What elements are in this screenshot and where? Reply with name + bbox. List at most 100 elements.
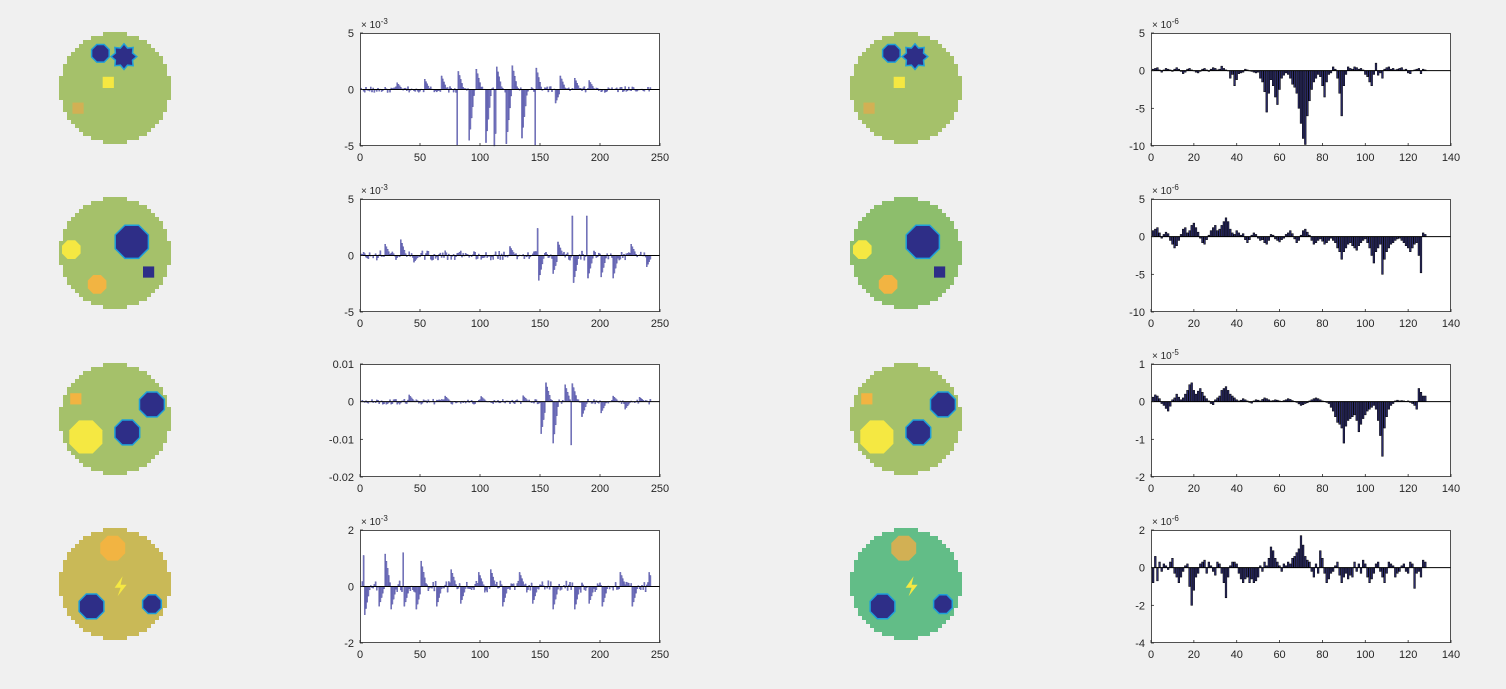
bar — [362, 555, 365, 587]
bar — [626, 582, 629, 587]
phantom-background — [59, 197, 171, 309]
bar — [554, 401, 557, 426]
bar — [574, 586, 576, 610]
bar — [1357, 401, 1360, 433]
bar-chart-4: 0 50 100 150 200 250 2 0 -2 × 10-3 — [344, 514, 669, 661]
bar — [1267, 236, 1270, 241]
bar — [568, 395, 570, 402]
bar — [1336, 236, 1339, 249]
bar — [1231, 395, 1234, 402]
bar — [1203, 236, 1206, 245]
bar — [1304, 228, 1307, 237]
bar — [1182, 397, 1185, 402]
bar — [403, 249, 406, 256]
bar — [1278, 236, 1281, 243]
bar — [430, 255, 432, 260]
bar — [450, 255, 452, 260]
y-tick-label: 2 — [1139, 525, 1145, 537]
bar — [1394, 236, 1397, 241]
bar — [534, 251, 536, 256]
bar — [648, 572, 650, 587]
bar — [649, 575, 652, 587]
bar — [1242, 567, 1245, 583]
bar — [1239, 567, 1243, 580]
x-tick-label: 150 — [531, 483, 549, 495]
y-tick-label: -0.02 — [329, 472, 354, 484]
bar — [419, 586, 421, 595]
x-tick-label: 0 — [1148, 318, 1154, 330]
bar — [1289, 70, 1292, 79]
bar — [469, 89, 472, 130]
bar — [582, 401, 584, 414]
bar-chart-3: 0 50 100 150 200 250 0.01 0 -0.01 -0.02 — [329, 359, 669, 495]
bar — [1308, 70, 1311, 102]
bar — [1156, 567, 1159, 582]
x-tick-label: 140 — [1442, 318, 1460, 330]
bar — [1332, 401, 1335, 412]
bar — [1387, 236, 1390, 249]
bar — [480, 396, 482, 402]
bar — [1392, 236, 1395, 243]
bar — [458, 75, 461, 90]
bar — [1368, 70, 1371, 83]
bar — [1158, 232, 1161, 237]
bar — [1314, 236, 1318, 243]
bar — [365, 586, 367, 609]
bar — [624, 255, 626, 261]
bar — [499, 81, 502, 90]
bar — [1276, 70, 1279, 105]
bar — [588, 80, 590, 90]
bar — [1338, 401, 1341, 425]
bar — [421, 566, 424, 587]
bar — [1154, 228, 1157, 237]
bar — [1224, 567, 1228, 599]
bar — [1237, 567, 1240, 574]
bar — [487, 89, 490, 120]
bar — [572, 387, 575, 402]
bar — [395, 255, 397, 260]
y-exponent-label: × 10-3 — [361, 514, 388, 528]
y-tick-label: -0.01 — [329, 434, 354, 446]
bar — [1323, 236, 1326, 245]
bar — [449, 582, 451, 587]
bar — [415, 586, 418, 610]
bar — [566, 586, 569, 591]
x-tick-label: 100 — [471, 318, 489, 330]
bar — [1293, 556, 1296, 568]
bar — [392, 586, 395, 600]
bar — [1383, 401, 1386, 429]
phantom-background — [59, 32, 171, 144]
bar — [1282, 70, 1285, 76]
bar — [556, 401, 558, 416]
bar — [1190, 382, 1193, 402]
bar — [1362, 236, 1365, 241]
bar — [510, 248, 512, 256]
bar — [1381, 70, 1384, 79]
bar — [402, 552, 404, 587]
bar — [590, 84, 593, 90]
x-tick-label: 80 — [1316, 483, 1328, 495]
y-exponent-label: × 10-6 — [1152, 183, 1179, 197]
bar — [1359, 401, 1363, 425]
bar — [1400, 236, 1403, 241]
y-tick-label: 5 — [1139, 194, 1145, 206]
bar — [541, 401, 544, 427]
bar — [1383, 567, 1386, 583]
bar — [644, 586, 647, 592]
bar — [559, 586, 562, 591]
bar — [1404, 236, 1408, 246]
x-tick-label: 150 — [531, 152, 549, 164]
bar — [1188, 567, 1191, 587]
bar — [1272, 70, 1275, 86]
bar-chart-8: 0 20 40 60 80 100 120 140 2 0 -2 -4 × 10-6 — [1135, 514, 1460, 661]
bar — [1370, 567, 1373, 580]
bar — [1351, 236, 1354, 246]
bar — [649, 255, 652, 260]
phantom-inclusion — [934, 266, 946, 278]
bar — [1291, 70, 1294, 85]
bar — [604, 255, 606, 263]
y-tick-label: 1 — [1139, 359, 1145, 371]
bar — [1419, 236, 1423, 274]
bar — [1381, 236, 1384, 275]
bar — [1340, 567, 1343, 583]
